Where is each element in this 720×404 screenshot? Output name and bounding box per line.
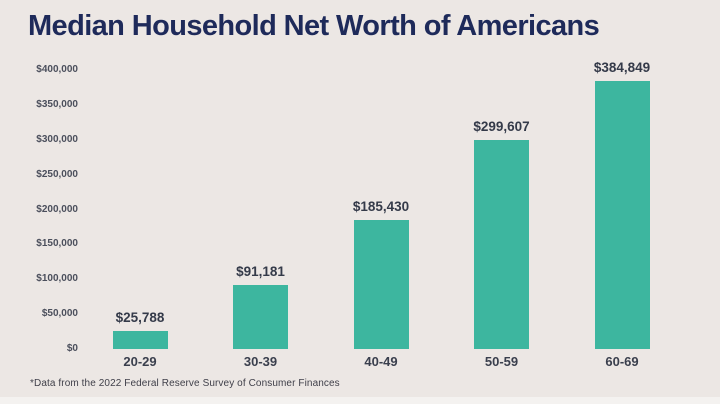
- y-axis-tick-label: $50,000: [41, 308, 78, 320]
- y-axis-tick-label: $150,000: [36, 238, 78, 250]
- bar-value-label-40-49: $185,430: [352, 198, 410, 214]
- bar-value-label-20-29: $25,788: [115, 310, 165, 325]
- bottom-edge-strip: [0, 397, 720, 404]
- y-axis-tick-label: $250,000: [36, 168, 78, 180]
- chart-title: Median Household Net Worth of Americans: [28, 10, 600, 42]
- source-footnote: *Data from the 2022 Federal Reserve Surv…: [30, 378, 340, 389]
- y-axis-tick-label: $100,000: [36, 273, 78, 285]
- bar-value-label-60-69: $384,849: [593, 59, 651, 75]
- y-axis-tick-label: $400,000: [36, 64, 78, 75]
- x-axis-category-label-30-39: 30-39: [243, 354, 278, 369]
- bar-value-label-50-59: $299,607: [473, 119, 530, 135]
- x-axis-category-label-40-49: 40-49: [364, 354, 398, 369]
- y-axis-tick-label: $350,000: [36, 98, 78, 110]
- x-axis-category-label-50-59: 50-59: [484, 354, 519, 369]
- bar-40-49: [353, 219, 409, 349]
- y-axis-tick-label: $300,000: [36, 133, 78, 145]
- x-axis-category-label-60-69: 60-69: [605, 354, 639, 369]
- x-axis-category-label-20-29: 20-29: [123, 354, 157, 369]
- bar-60-69: [594, 80, 650, 349]
- bar-50-59: [474, 140, 529, 349]
- y-axis-tick-label: $0: [66, 343, 78, 354]
- bar-20-29: [112, 331, 168, 349]
- bar-value-label-30-39: $91,181: [236, 264, 285, 280]
- y-axis-tick-label: $200,000: [36, 203, 78, 215]
- bar-30-39: [233, 285, 288, 349]
